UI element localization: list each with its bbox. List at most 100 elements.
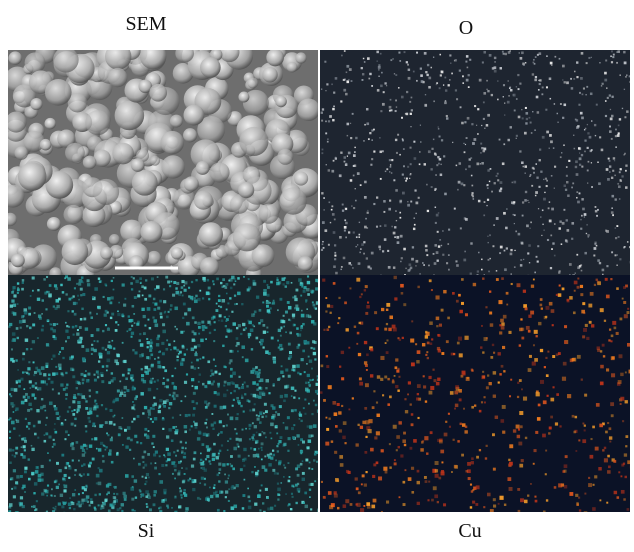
element-dot <box>243 411 245 413</box>
element-dot <box>518 429 520 431</box>
element-dot <box>162 428 164 430</box>
element-dot <box>224 316 226 318</box>
element-dot <box>200 453 202 455</box>
element-dot <box>303 290 306 293</box>
element-dot <box>16 327 19 330</box>
element-dot <box>109 503 112 506</box>
element-dot <box>593 484 595 486</box>
panel-label: Si <box>138 520 155 542</box>
element-dot <box>439 324 442 327</box>
element-dot <box>153 494 156 497</box>
element-dot <box>524 199 527 202</box>
element-dot <box>252 280 255 283</box>
particle <box>233 223 261 251</box>
element-dot <box>267 497 269 499</box>
element-dot <box>172 473 174 475</box>
element-dot <box>625 186 628 189</box>
element-dot <box>559 227 561 229</box>
element-dot <box>259 412 262 415</box>
element-dot <box>248 455 250 457</box>
element-dot <box>255 472 258 475</box>
element-dot <box>530 122 532 124</box>
element-dot <box>348 79 350 81</box>
element-dot <box>134 435 137 438</box>
element-dot <box>71 423 74 426</box>
element-dot <box>357 172 360 175</box>
element-dot <box>534 79 537 82</box>
element-dot <box>615 237 617 239</box>
element-dot <box>84 452 86 454</box>
particle <box>275 96 287 108</box>
element-dot <box>330 312 332 314</box>
element-dot <box>243 448 246 451</box>
element-dot <box>339 174 342 177</box>
element-dot <box>252 422 254 424</box>
element-dot <box>509 444 513 448</box>
element-dot <box>278 494 280 496</box>
element-dot <box>353 175 355 177</box>
element-dot <box>489 54 492 57</box>
element-dot <box>499 373 501 375</box>
element-dot <box>412 246 414 248</box>
element-dot <box>471 461 474 464</box>
element-dot <box>186 373 188 375</box>
element-dot <box>417 350 421 354</box>
element-dot <box>498 352 501 355</box>
element-dot <box>256 383 258 385</box>
element-dot <box>164 311 166 313</box>
element-dot <box>355 200 357 202</box>
element-dot <box>345 93 348 96</box>
element-dot <box>584 151 586 153</box>
element-dot <box>90 316 93 319</box>
element-dot <box>108 509 111 512</box>
element-dot <box>394 73 395 74</box>
element-dot <box>608 466 611 469</box>
element-dot <box>328 491 332 495</box>
element-dot <box>408 477 412 481</box>
element-dot <box>104 283 106 285</box>
element-dot <box>394 236 396 238</box>
element-dot <box>147 409 150 412</box>
element-dot <box>490 509 494 513</box>
element-dot <box>605 100 607 102</box>
element-dot <box>294 409 297 412</box>
element-dot <box>511 201 514 204</box>
element-dot <box>90 498 92 500</box>
element-dot <box>235 384 239 388</box>
element-dot <box>338 297 340 299</box>
element-dot <box>545 357 547 359</box>
element-dot <box>217 392 220 395</box>
element-dot <box>47 291 49 293</box>
element-dot <box>435 207 437 209</box>
element-dot <box>566 181 568 183</box>
element-dot <box>280 371 283 374</box>
element-dot <box>292 296 294 298</box>
element-dot <box>331 440 333 442</box>
element-dot <box>105 349 107 351</box>
element-dot <box>169 285 171 287</box>
element-dot <box>546 499 548 501</box>
element-dot <box>563 470 566 473</box>
element-dot <box>328 244 330 246</box>
element-dot <box>237 400 240 403</box>
figure: SEM O Si Cu <box>0 0 634 547</box>
element-dot <box>106 370 108 372</box>
element-dot <box>390 59 392 61</box>
element-dot <box>441 470 444 473</box>
particle <box>105 43 131 69</box>
element-dot <box>175 287 177 289</box>
element-dot <box>309 360 312 363</box>
element-dot <box>433 379 436 382</box>
particle <box>11 254 25 268</box>
particle <box>287 62 298 73</box>
element-dot <box>448 229 450 231</box>
element-dot <box>291 493 293 495</box>
element-dot <box>152 421 154 423</box>
element-dot <box>211 383 214 386</box>
element-dot <box>580 228 582 230</box>
element-dot <box>437 231 439 233</box>
element-dot <box>170 304 173 307</box>
element-dot <box>283 464 285 466</box>
element-dot <box>364 124 366 126</box>
element-dot <box>575 494 578 497</box>
